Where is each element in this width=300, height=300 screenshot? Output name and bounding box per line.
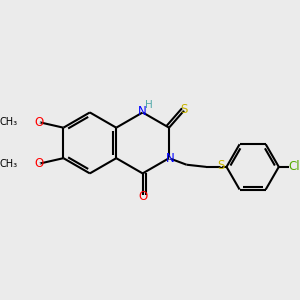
Text: O: O [138,190,147,203]
Circle shape [184,109,185,110]
Circle shape [39,122,40,123]
Text: Cl: Cl [288,160,300,173]
Text: S: S [218,159,225,172]
Text: H: H [145,100,152,110]
Text: CH₃: CH₃ [0,117,18,127]
Circle shape [146,103,152,109]
Circle shape [39,163,40,164]
Text: O: O [35,157,44,170]
Circle shape [142,196,143,197]
Circle shape [142,111,143,112]
Text: S: S [181,103,188,116]
Circle shape [221,165,222,166]
Text: O: O [35,116,44,129]
Text: N: N [138,105,147,118]
Text: CH₃: CH₃ [0,159,18,169]
Text: N: N [166,152,175,165]
Circle shape [170,158,171,159]
